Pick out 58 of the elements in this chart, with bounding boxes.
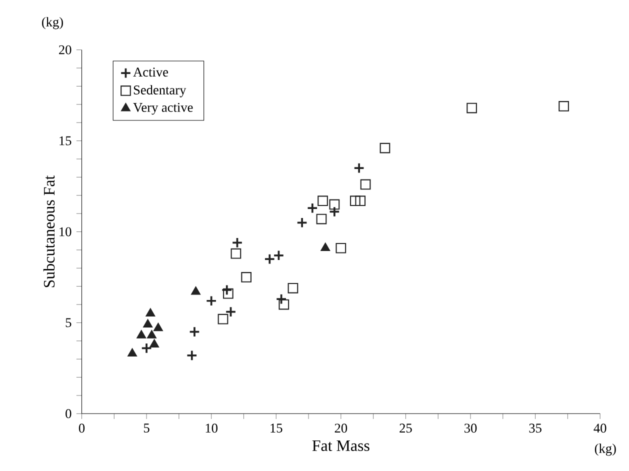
point: [142, 318, 153, 328]
point: [190, 286, 201, 294]
x-tick-label: 25: [400, 423, 412, 432]
point: [241, 272, 252, 282]
point: [222, 288, 234, 299]
x-tick-label: 10: [206, 423, 218, 432]
legend-label: Sedentary: [134, 84, 186, 97]
x-tick-label: 40: [594, 423, 606, 432]
point: [355, 195, 366, 206]
point: [149, 338, 160, 348]
point: [218, 314, 228, 324]
point: [278, 299, 290, 310]
point: [466, 102, 477, 113]
x-tick-label: 15: [270, 423, 282, 432]
x-tick-label: 35: [529, 423, 542, 432]
point: [288, 282, 298, 294]
legend-label: Active: [133, 67, 168, 76]
point: [320, 242, 330, 251]
point: [153, 322, 164, 331]
x-tick-label: 20: [334, 423, 348, 432]
point: [276, 293, 287, 304]
point: [296, 216, 308, 228]
x-axis-title: Fat Mass: [312, 440, 370, 451]
point: [221, 284, 232, 296]
point: [136, 330, 146, 338]
y-tick-label: 20: [59, 45, 72, 54]
point: [140, 342, 152, 354]
point: [360, 179, 371, 190]
point: [318, 195, 328, 206]
x-tick-label: 5: [144, 423, 150, 432]
y-axis-title: Subcutaneous Fat: [43, 175, 55, 287]
x-tick-label: 30: [464, 423, 477, 432]
point: [316, 214, 327, 224]
point: [558, 100, 569, 112]
point: [230, 248, 242, 259]
point: [127, 348, 138, 356]
point: [380, 142, 390, 154]
point: [232, 236, 243, 248]
y-tick-label: 10: [60, 227, 72, 236]
x-tick-label: 0: [78, 423, 85, 432]
point: [306, 202, 318, 214]
point: [186, 350, 198, 361]
point: [188, 326, 200, 338]
text: (kg): [42, 16, 63, 29]
y-tick-label: 15: [60, 136, 72, 146]
text: (kg): [594, 443, 616, 456]
point: [146, 308, 156, 316]
point: [350, 195, 360, 206]
point: [146, 330, 157, 338]
point: [225, 306, 236, 318]
y-tick-label: 5: [66, 318, 72, 327]
point: [336, 242, 346, 254]
point: [273, 250, 284, 261]
point: [353, 162, 365, 174]
legend-label: Very active: [133, 102, 193, 114]
point: [206, 295, 217, 306]
y-tick-label: 0: [66, 408, 72, 418]
point: [264, 253, 276, 264]
